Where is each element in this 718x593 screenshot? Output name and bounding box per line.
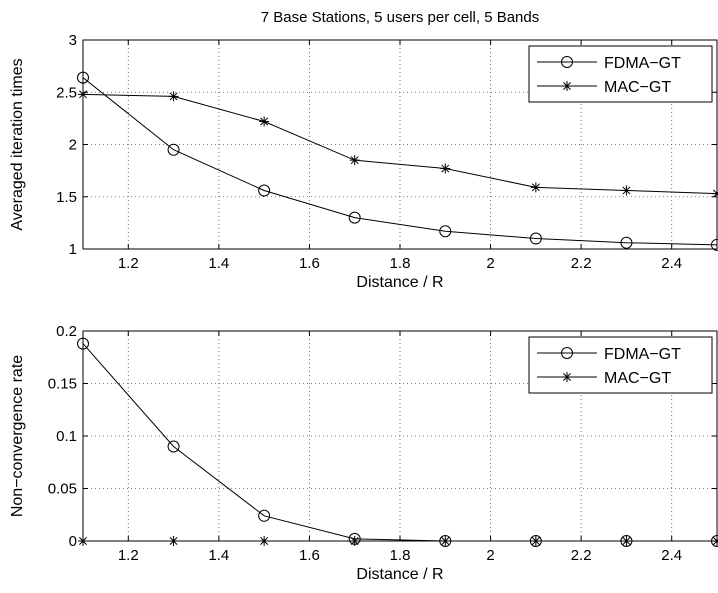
chart-title: 7 Base Stations, 5 users per cell, 5 Ban… (261, 9, 540, 26)
legend-label: MAC−GT (604, 370, 671, 387)
series-line-mac-gt (82, 93, 718, 195)
y-tick-label: 0 (69, 533, 77, 550)
x-tick-label: 1.2 (118, 255, 139, 272)
data-point-star (349, 155, 360, 166)
legend-marker-star (562, 372, 572, 382)
y-tick-label: 1 (69, 241, 77, 258)
y-tick-label: 0.15 (48, 376, 77, 393)
data-point-circle (439, 225, 452, 238)
x-tick-label: 1.8 (390, 547, 411, 564)
y-axis-label: Averaged iteration times (9, 58, 26, 230)
x-tick-label: 1.6 (299, 547, 320, 564)
x-axis-label: Distance / R (356, 566, 443, 583)
x-tick-label: 2.2 (571, 547, 592, 564)
data-point-star (530, 182, 541, 193)
legend-marker-circle (561, 347, 573, 359)
y-tick-label: 1.5 (56, 189, 77, 206)
legend-label: MAC−GT (604, 79, 671, 96)
x-tick-label: 2.2 (571, 255, 592, 272)
x-tick-label: 2.4 (661, 255, 682, 272)
data-point-star (259, 116, 270, 127)
y-tick-label: 0.2 (56, 323, 77, 340)
x-tick-label: 1.8 (390, 255, 411, 272)
data-point-circle (348, 211, 361, 224)
legend-label: FDMA−GT (604, 55, 681, 72)
x-tick-label: 2 (486, 547, 494, 564)
data-point-circle (167, 143, 180, 156)
data-point-circle (258, 509, 271, 522)
axes-box (82, 330, 718, 542)
x-tick-label: 1.2 (118, 547, 139, 564)
y-tick-label: 2.5 (56, 84, 77, 101)
data-point-circle (167, 440, 180, 453)
legend-label: FDMA−GT (604, 346, 681, 363)
data-point-star (440, 163, 451, 174)
x-tick-label: 2.4 (661, 547, 682, 564)
legend-box (528, 336, 713, 394)
x-tick-label: 1.4 (208, 547, 229, 564)
data-point-star (621, 185, 632, 196)
x-tick-label: 2 (486, 255, 494, 272)
y-tick-label: 2 (69, 137, 77, 154)
y-axis-label: Non−convergence rate (9, 355, 26, 517)
chart-2: 1.2 1.4 1.6 1.8 2 2.2 2.4 0 0.05 0.1 0.15 0.2 FDMA−G… (9, 323, 718, 583)
data-point-circle (620, 236, 633, 249)
x-axis-label: Distance / R (356, 274, 443, 291)
chart-1: 1.2 1.4 1.6 1.8 2 2.2 2.4 1 1.5 2 2.5 3 FDMA−GT MAC−G… (9, 9, 718, 291)
data-point-circle (258, 184, 271, 197)
data-point-circle (529, 232, 542, 245)
legend-marker-circle (561, 56, 573, 68)
legend-marker-star (562, 81, 572, 91)
axes-box (82, 39, 718, 250)
y-tick-label: 0.05 (48, 481, 77, 498)
y-tick-label: 0.1 (56, 428, 77, 445)
x-tick-label: 1.6 (299, 255, 320, 272)
x-tick-label: 1.4 (208, 255, 229, 272)
y-tick-label: 3 (69, 32, 77, 49)
data-point-star (168, 91, 179, 102)
legend-box (528, 45, 713, 103)
series-line-fdma-gt (82, 77, 718, 246)
